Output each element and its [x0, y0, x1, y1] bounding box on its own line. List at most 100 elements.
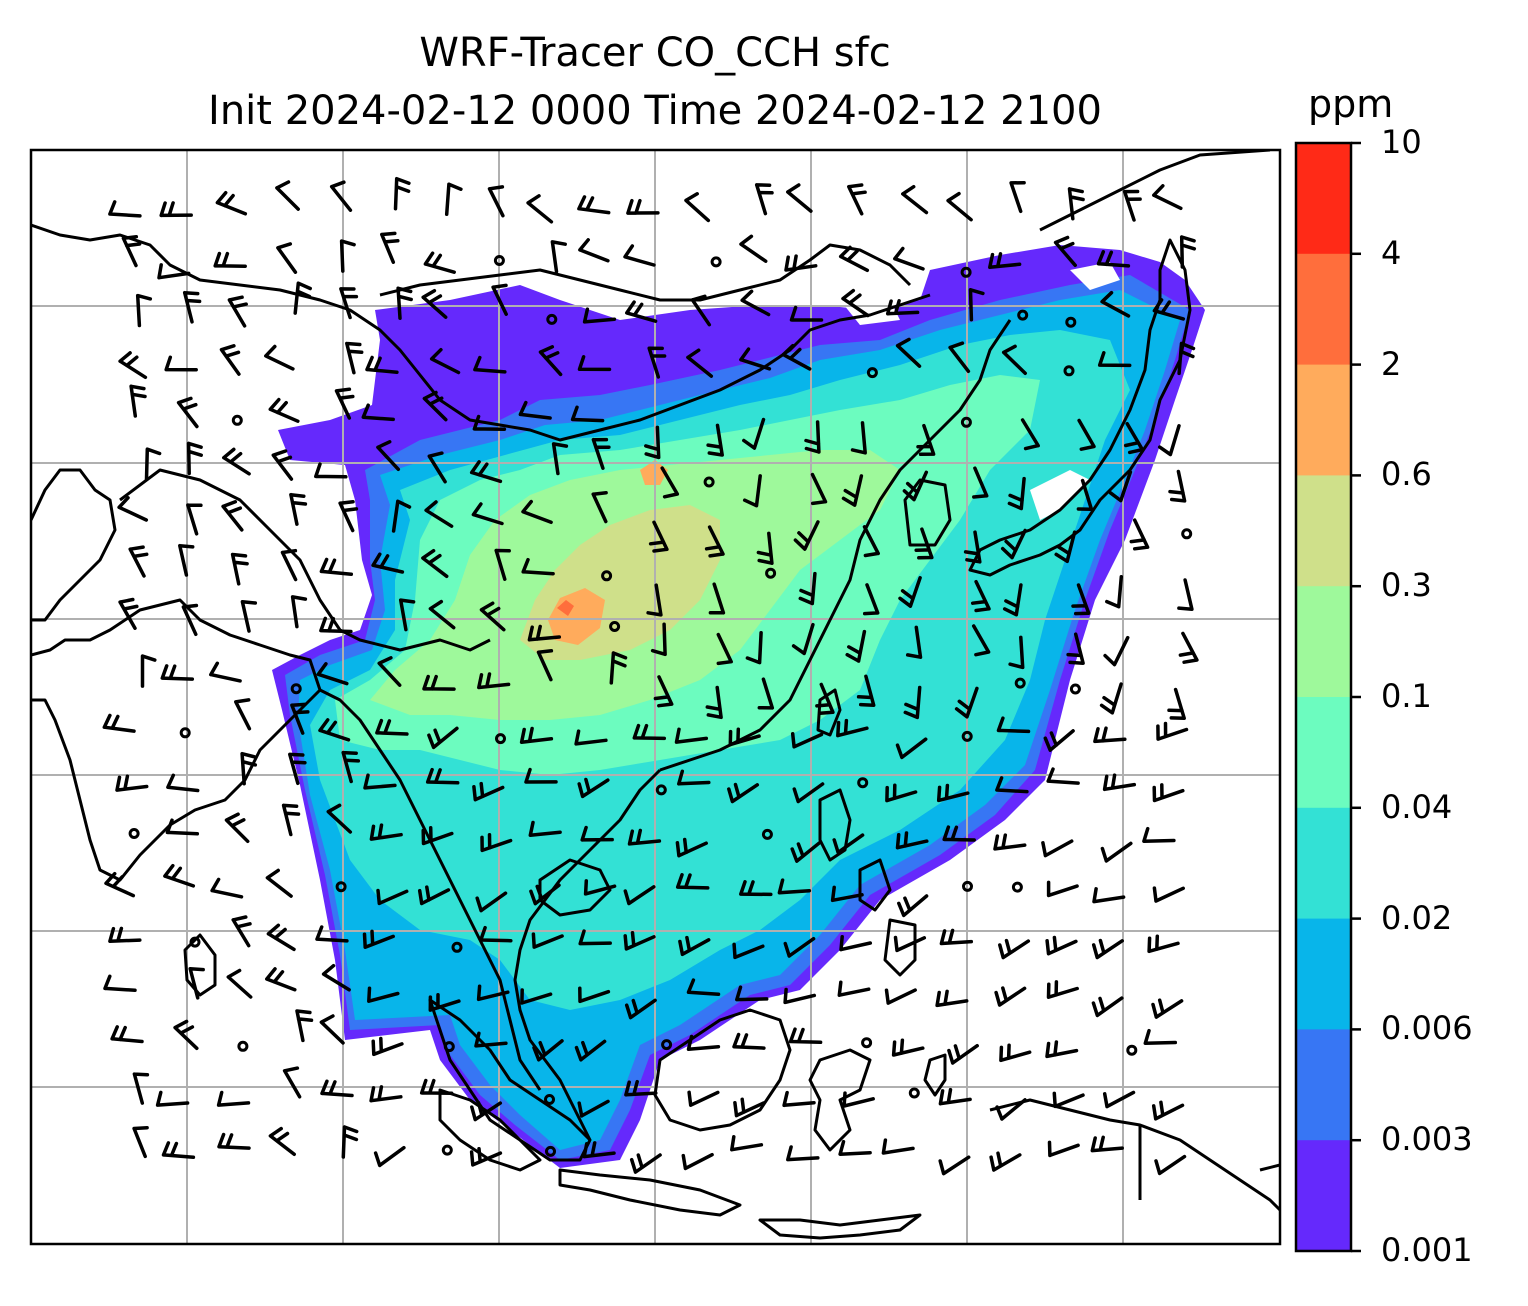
wind-barb	[1108, 470, 1133, 503]
wind-barb	[519, 726, 554, 744]
wind-barb	[850, 421, 867, 455]
wind-barb	[716, 632, 733, 666]
wind-barb	[1000, 528, 1027, 560]
wind-barb	[678, 935, 711, 957]
calm-marker	[960, 266, 972, 278]
wind-barb	[1041, 839, 1074, 858]
wind-barb	[1092, 887, 1126, 904]
wind-barb	[176, 396, 199, 429]
wind-barb	[275, 180, 300, 211]
wind-barb	[290, 702, 310, 735]
wind-barb	[1052, 1091, 1085, 1109]
wind-barb	[472, 414, 507, 431]
calm-marker	[231, 414, 243, 426]
wind-barb	[895, 337, 922, 368]
wind-barb	[841, 474, 864, 507]
wind-barb	[288, 752, 307, 786]
wind-barb	[704, 525, 725, 558]
colorbar-segment	[1296, 1029, 1351, 1141]
wind-barb	[1043, 729, 1075, 752]
wind-barb	[371, 1036, 404, 1057]
wind-barb	[1093, 726, 1127, 744]
wind-barb	[790, 732, 824, 749]
wind-barb	[1053, 235, 1077, 268]
wind-barb	[838, 1139, 872, 1156]
wind-barb	[518, 400, 552, 420]
wind-barb	[315, 925, 349, 943]
colorbar-tick-label: 10	[1381, 123, 1422, 161]
calm-marker	[1181, 528, 1193, 540]
calm-marker	[661, 1039, 673, 1051]
wind-barb	[998, 938, 1031, 960]
wind-barb	[653, 675, 674, 708]
wind-barb	[914, 527, 934, 560]
calm-marker	[962, 880, 973, 892]
wind-barb	[376, 440, 401, 472]
calm-marker	[493, 255, 505, 266]
wind-barb	[782, 1090, 816, 1108]
wind-barb	[1177, 578, 1194, 611]
co-field-2	[557, 600, 574, 616]
wind-barb	[1008, 635, 1025, 670]
coast-java	[558, 1168, 742, 1217]
wind-barb	[422, 390, 448, 422]
wind-barb	[1122, 189, 1142, 222]
coast-sumatra	[438, 1088, 542, 1172]
border-west	[31, 468, 117, 622]
wind-barb	[790, 840, 822, 863]
wind-barb	[494, 548, 511, 581]
wind-barb	[583, 879, 617, 896]
calm-marker	[1065, 316, 1077, 328]
wind-barb	[373, 1145, 406, 1168]
wind-barb	[1067, 187, 1085, 221]
wind-barb	[469, 1147, 503, 1167]
wind-barb	[578, 929, 612, 946]
colorbar-segment	[1296, 586, 1351, 698]
wind-barb	[742, 474, 762, 508]
colorbar-tick-label: 0.003	[1381, 1120, 1473, 1159]
colorbar-segment	[1296, 253, 1351, 366]
calm-marker	[1014, 677, 1026, 689]
wind-barb	[1071, 583, 1091, 616]
wind-barb	[686, 1034, 721, 1051]
wind-barb	[429, 347, 461, 375]
wind-barb	[727, 782, 760, 804]
wind-barb	[582, 1141, 616, 1159]
wind-barb	[895, 737, 928, 760]
wind-barb	[609, 651, 628, 685]
wind-barb	[777, 878, 812, 895]
wind-barb	[118, 351, 148, 380]
wind-barb	[293, 281, 312, 315]
border-mongolia	[379, 243, 912, 302]
wind-barb	[735, 985, 769, 1002]
wind-barb	[536, 649, 554, 682]
wind-barb	[793, 520, 820, 551]
wind-barb	[428, 599, 456, 630]
wind-barb	[527, 624, 562, 642]
wind-barb	[188, 967, 205, 1000]
wind-barb	[905, 625, 923, 659]
wind-barb	[971, 624, 991, 657]
chart-title: WRF-Tracer CO_CCH sfc	[419, 30, 891, 76]
wind-barb	[903, 685, 922, 720]
wind-barb	[804, 420, 821, 454]
wind-barb	[338, 499, 359, 533]
calm-marker	[960, 416, 972, 428]
chart-subtitle: Init 2024-02-12 0000 Time 2024-02-12 210…	[208, 88, 1102, 134]
colorbar-tick-label: 0.04	[1381, 787, 1453, 826]
wind-barb	[954, 686, 979, 719]
wind-barb	[674, 727, 709, 744]
wind-barb	[102, 713, 136, 733]
wind-barb	[1045, 935, 1078, 956]
wind-barb	[705, 685, 723, 720]
wind-barb	[339, 287, 359, 320]
wind-barb	[1091, 938, 1124, 960]
wind-barb	[994, 986, 1027, 1007]
wind-barb	[551, 442, 569, 476]
wind-barb	[477, 672, 511, 690]
wind-barb	[839, 934, 873, 952]
wind-barb	[290, 595, 308, 629]
wind-barb	[862, 583, 880, 616]
wind-barb	[730, 1135, 764, 1152]
co-field-gap-2	[1070, 262, 1120, 290]
